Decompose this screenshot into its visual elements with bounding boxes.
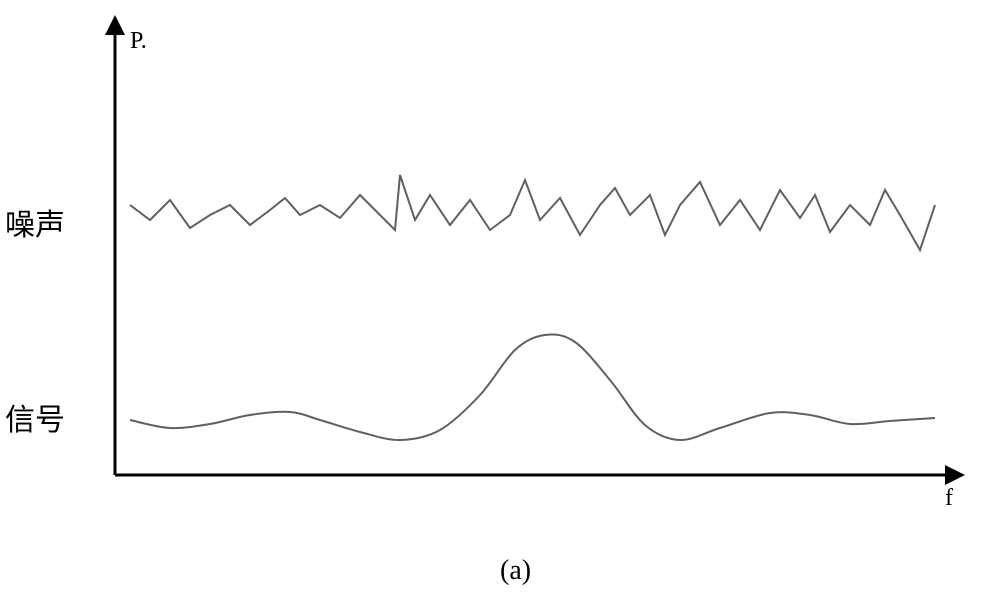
chart-container: P. f 噪声信号 (a) (0, 0, 1000, 601)
series-label-0: 噪声 (5, 200, 65, 244)
x-axis-label: f (945, 485, 953, 512)
series-line-1 (130, 334, 935, 440)
chart-series (130, 175, 935, 440)
y-axis-label: P. (130, 28, 147, 55)
subplot-label: (a) (500, 555, 531, 587)
chart-axes (105, 15, 965, 485)
series-line-0 (130, 175, 935, 250)
series-label-1: 信号 (5, 395, 65, 439)
chart-svg (0, 0, 1000, 601)
